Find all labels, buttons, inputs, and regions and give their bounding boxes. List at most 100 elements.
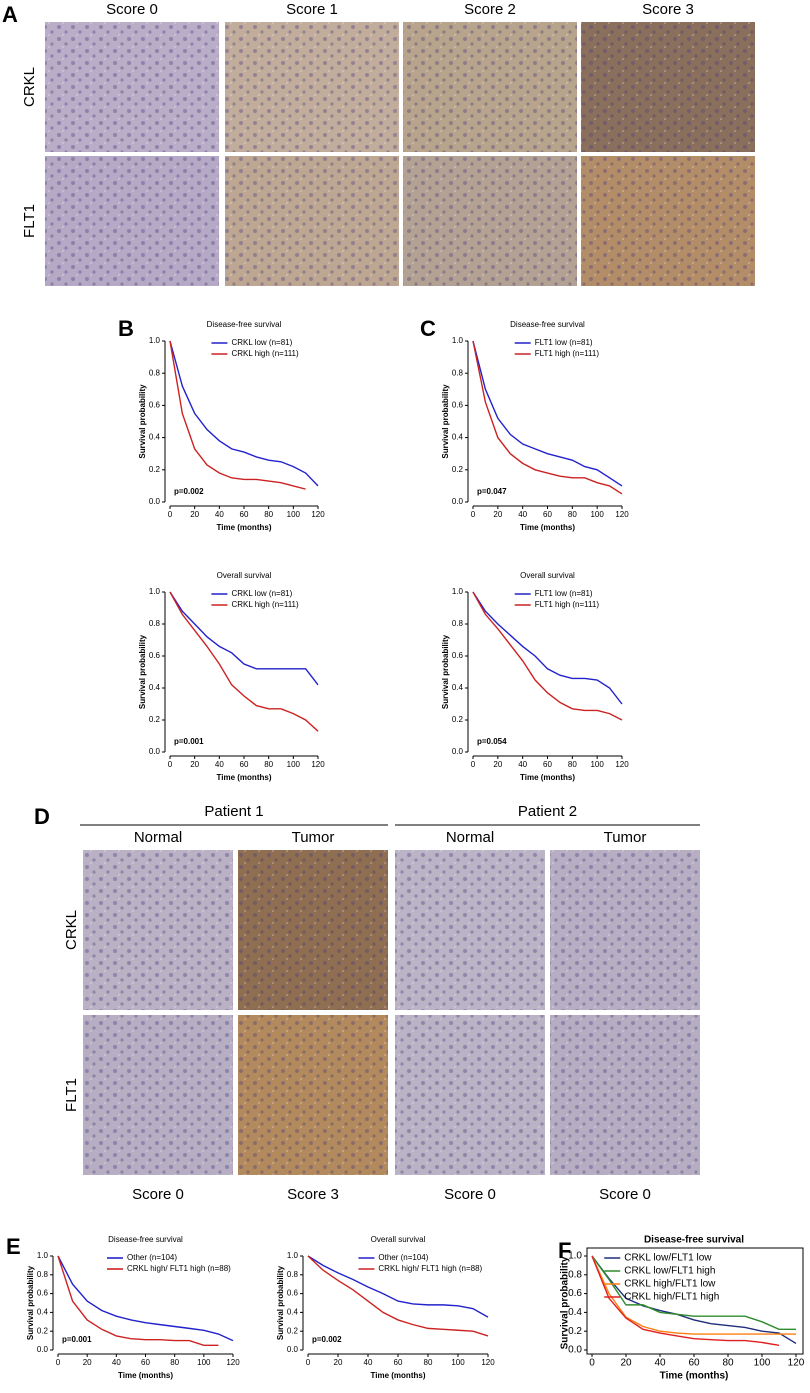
x-tick-label: 60 (543, 760, 552, 769)
y-tick-label: 0.4 (149, 683, 161, 692)
survival-curve (472, 591, 623, 721)
x-tick-label: 80 (264, 510, 273, 519)
x-tick-label: 20 (190, 510, 199, 519)
column-header: Normal (446, 829, 494, 846)
survival-curve (169, 591, 319, 686)
x-tick-label: 120 (226, 1358, 240, 1367)
y-tick-label: 0.2 (149, 465, 161, 474)
x-tick-label: 0 (589, 1358, 595, 1369)
survival-curve (591, 1255, 797, 1345)
survival-curve (169, 591, 319, 732)
micrograph-texture (550, 1015, 700, 1175)
x-axis-label: Time (months) (520, 773, 575, 782)
y-tick-label: 0.0 (37, 1345, 49, 1354)
y-tick-label: 0.6 (37, 1289, 49, 1298)
chart-title: Disease-free survival (108, 1235, 183, 1244)
panel-letter: B (118, 316, 134, 341)
y-tick-label: 0.6 (452, 401, 464, 410)
y-tick-label: 0.6 (452, 651, 464, 660)
x-tick-label: 40 (518, 760, 527, 769)
legend-label: FLT1 low (n=81) (535, 338, 593, 347)
chart-title: Overall survival (371, 1235, 426, 1244)
x-tick-label: 0 (471, 510, 476, 519)
y-axis-label: Survival probability (138, 384, 147, 459)
row-label: CRKL (63, 910, 80, 950)
x-tick-label: 80 (170, 1358, 179, 1367)
x-tick-label: 100 (287, 510, 301, 519)
x-tick-label: 80 (568, 760, 577, 769)
x-tick-label: 120 (788, 1358, 805, 1369)
survival-curve (307, 1255, 489, 1318)
x-tick-label: 80 (568, 510, 577, 519)
legend-label: FLT1 low (n=81) (535, 589, 593, 598)
legend-label: CRKL high (n=111) (231, 349, 299, 358)
legend-label: CRKL high/FLT1 high (624, 1292, 719, 1303)
survival-curve (57, 1255, 219, 1346)
y-tick-label: 0.8 (37, 1270, 49, 1279)
survival-curve (591, 1255, 796, 1331)
column-header: Score 1 (286, 1, 338, 18)
y-tick-label: 1.0 (149, 336, 161, 345)
x-axis-label: Time (months) (371, 1371, 426, 1380)
y-tick-label: 0.4 (452, 683, 464, 692)
survival-curve (472, 340, 623, 495)
x-tick-label: 100 (197, 1358, 211, 1367)
y-tick-label: 0.2 (287, 1326, 299, 1335)
p-value: p=0.001 (62, 1335, 92, 1344)
p-value: p=0.047 (477, 487, 507, 496)
survival-curve (591, 1255, 780, 1346)
x-tick-label: 120 (311, 760, 325, 769)
legend-label: CRKL low (n=81) (231, 589, 292, 598)
y-tick-label: 1.0 (452, 587, 464, 596)
chart-title: Overall survival (520, 571, 575, 580)
x-tick-label: 120 (311, 510, 325, 519)
micrograph-texture (238, 1015, 388, 1175)
x-tick-label: 100 (590, 760, 604, 769)
x-tick-label: 100 (590, 510, 604, 519)
column-header: Score 2 (464, 1, 516, 18)
micrograph-texture (581, 156, 755, 286)
y-tick-label: 0.2 (452, 715, 464, 724)
micrograph-texture (45, 22, 219, 152)
x-tick-label: 20 (620, 1358, 632, 1369)
micrograph-texture (403, 156, 577, 286)
x-tick-label: 60 (394, 1358, 403, 1367)
patient-label: Patient 1 (204, 803, 263, 820)
x-tick-label: 40 (215, 510, 224, 519)
legend-label: CRKL high (n=111) (231, 600, 299, 609)
x-tick-label: 60 (240, 510, 249, 519)
x-tick-label: 100 (287, 760, 301, 769)
row-label: FLT1 (63, 1078, 80, 1112)
p-value: p=0.054 (477, 737, 507, 746)
survival-curve (57, 1255, 234, 1342)
column-header: Tumor (292, 829, 335, 846)
legend-label: Other (n=104) (378, 1253, 428, 1262)
score-label: Score 0 (599, 1186, 651, 1203)
x-tick-label: 20 (493, 510, 502, 519)
y-tick-label: 0.4 (149, 433, 161, 442)
y-tick-label: 0.4 (452, 433, 464, 442)
micrograph-texture (403, 22, 577, 152)
score-label: Score 0 (132, 1186, 184, 1203)
micrograph-texture (395, 1015, 545, 1175)
y-tick-label: 0.0 (452, 497, 464, 506)
x-tick-label: 100 (451, 1358, 465, 1367)
x-tick-label: 20 (190, 760, 199, 769)
y-tick-label: 0.8 (568, 1269, 582, 1280)
chart-title: Disease-free survival (207, 320, 282, 329)
micrograph-texture (83, 1015, 233, 1175)
legend-label: CRKL low/FLT1 high (624, 1266, 715, 1277)
x-tick-label: 60 (240, 760, 249, 769)
legend-label: CRKL high/FLT1 low (624, 1279, 716, 1290)
x-tick-label: 60 (141, 1358, 150, 1367)
survival-curve (472, 340, 623, 487)
panel-letter: A (2, 2, 18, 27)
y-tick-label: 0.6 (149, 401, 161, 410)
column-header: Score 3 (642, 1, 694, 18)
panel-letter: C (420, 316, 436, 341)
p-value: p=0.002 (174, 487, 204, 496)
y-axis-label: Survival probability (276, 1265, 285, 1340)
legend-label: CRKL low/FLT1 low (624, 1253, 712, 1264)
x-tick-label: 80 (424, 1358, 433, 1367)
x-tick-label: 60 (543, 510, 552, 519)
